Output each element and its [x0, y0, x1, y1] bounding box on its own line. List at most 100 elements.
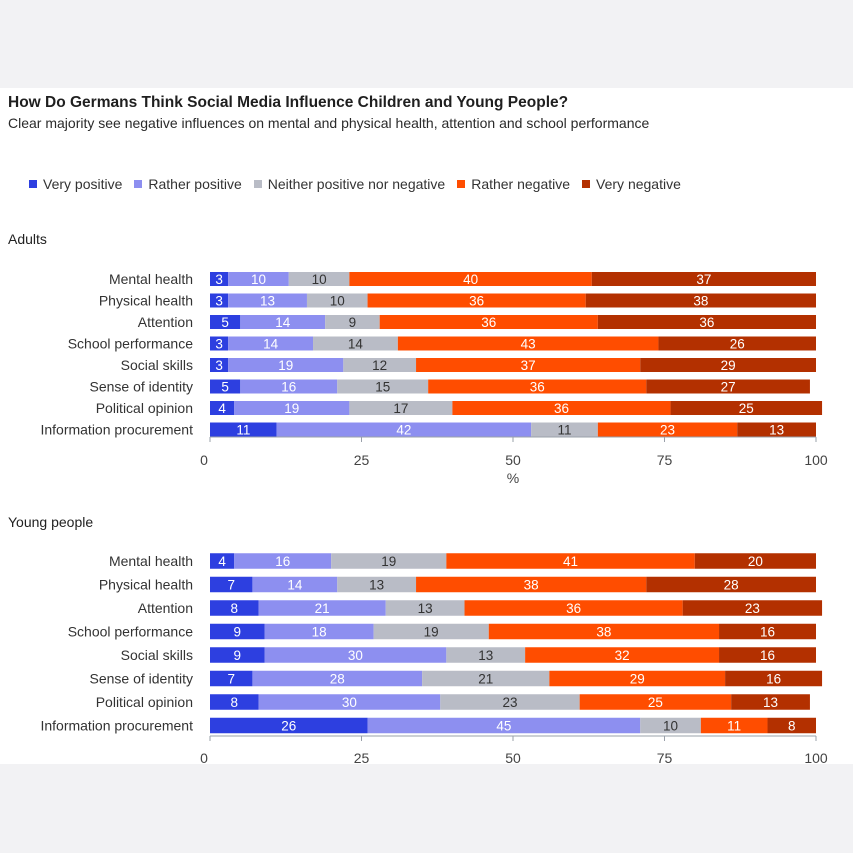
data-label-rather-negative: 29 — [630, 672, 645, 687]
data-label-very-negative: 26 — [730, 337, 745, 352]
data-label-very-positive: 7 — [227, 578, 235, 593]
bar-segment-neither — [446, 647, 526, 663]
bar-segment-very-negative — [737, 422, 816, 437]
bar-segment-very-negative — [658, 336, 816, 351]
bar-segment-neither — [288, 272, 350, 286]
bar-segment-neither — [306, 293, 368, 308]
x-tick-label: 25 — [354, 452, 370, 468]
bar-segment-rather-positive — [228, 293, 307, 308]
category-label: Information procurement — [40, 422, 193, 438]
data-label-very-positive: 4 — [218, 401, 226, 416]
data-label-rather-positive: 16 — [281, 380, 296, 395]
legend: Very positive Rather positive Neither po… — [29, 176, 681, 192]
x-tick-label: 0 — [200, 750, 208, 764]
category-label: Attention — [138, 314, 193, 330]
bar-segment-very-positive — [210, 293, 229, 308]
data-label-neither: 21 — [478, 672, 493, 687]
bar-segment-very-positive — [210, 553, 235, 569]
bar-segment-rather-positive — [240, 315, 326, 329]
bar-segment-rather-negative — [579, 694, 732, 710]
data-label-rather-negative: 11 — [727, 719, 741, 734]
bar-segment-rather-negative — [464, 600, 683, 616]
data-label-rather-positive: 10 — [251, 272, 266, 287]
legend-item-rather-positive: Rather positive — [134, 176, 242, 192]
category-label: Sense of identity — [89, 671, 193, 687]
bar-segment-very-negative — [694, 553, 816, 569]
data-label-very-negative: 20 — [748, 554, 763, 569]
data-label-very-positive: 26 — [281, 719, 296, 734]
panel-title-adults: Adults — [8, 231, 47, 247]
data-label-very-positive: 5 — [221, 315, 229, 330]
bar-segment-rather-positive — [234, 553, 332, 569]
data-label-neither: 17 — [393, 401, 408, 416]
bar-segment-very-negative — [719, 647, 816, 663]
bar-segment-rather-positive — [252, 576, 338, 593]
data-label-rather-negative: 37 — [521, 358, 536, 373]
bar-segment-very-positive — [210, 315, 241, 329]
legend-label-very-positive: Very positive — [43, 176, 123, 192]
data-label-neither: 13 — [478, 648, 493, 663]
bar-segment-very-negative — [597, 315, 816, 329]
legend-label-very-negative: Very negative — [596, 176, 681, 192]
data-label-rather-negative: 23 — [660, 423, 675, 438]
bar-segment-very-positive — [210, 576, 253, 593]
data-label-very-positive: 4 — [218, 554, 226, 569]
legend-item-very-positive: Very positive — [29, 176, 122, 192]
data-label-very-negative: 13 — [769, 423, 784, 438]
bar-segment-rather-positive — [234, 401, 350, 415]
bar-segment-rather-positive — [258, 694, 441, 710]
data-label-rather-positive: 19 — [284, 401, 299, 416]
data-label-neither: 9 — [349, 315, 357, 330]
data-label-very-negative: 28 — [724, 578, 739, 593]
data-label-rather-negative: 36 — [530, 380, 545, 395]
data-label-rather-positive: 30 — [348, 648, 363, 663]
data-label-very-positive: 11 — [236, 423, 250, 438]
data-label-rather-positive: 30 — [342, 695, 357, 710]
data-label-rather-negative: 36 — [481, 315, 496, 330]
data-label-neither: 10 — [312, 272, 327, 287]
legend-swatch-very-positive — [29, 180, 37, 188]
data-label-rather-negative: 32 — [615, 648, 630, 663]
bar-segment-very-negative — [585, 293, 816, 308]
data-label-rather-negative: 25 — [648, 695, 663, 710]
data-label-rather-negative: 36 — [566, 601, 581, 616]
bar-segment-neither — [331, 553, 447, 569]
bar-segment-neither — [313, 336, 398, 351]
data-label-rather-negative: 38 — [596, 625, 611, 640]
data-label-very-negative: 27 — [721, 380, 736, 395]
category-label: Political opinion — [96, 694, 193, 710]
bar-segment-very-positive — [210, 670, 253, 687]
bar-segment-neither — [337, 576, 417, 593]
bar-segment-rather-negative — [416, 358, 641, 372]
legend-swatch-neither — [253, 180, 262, 188]
data-label-very-positive: 7 — [227, 672, 235, 687]
bar-segment-neither — [422, 670, 550, 687]
chart-title: How Do Germans Think Social Media Influe… — [8, 94, 569, 111]
data-label-neither: 19 — [424, 625, 439, 640]
category-label: Physical health — [99, 293, 193, 309]
category-label: Physical health — [99, 577, 193, 593]
bar-segment-very-positive — [210, 272, 229, 286]
bar-segment-rather-negative — [452, 401, 671, 415]
bar-segment-very-positive — [210, 623, 265, 640]
data-label-rather-negative: 36 — [469, 294, 484, 309]
data-label-very-positive: 8 — [230, 601, 238, 616]
bar-segment-rather-negative — [397, 336, 659, 351]
x-axis-label: % — [507, 470, 519, 486]
bar-segment-neither — [373, 623, 489, 640]
data-label-neither: 15 — [375, 380, 390, 395]
bar-segment-rather-negative — [379, 315, 598, 329]
data-label-rather-positive: 14 — [287, 578, 303, 593]
bar-segment-neither — [349, 401, 453, 415]
legend-item-very-negative: Very negative — [582, 176, 681, 192]
bar-segment-neither — [343, 358, 417, 372]
x-tick-label: 75 — [657, 750, 673, 764]
bar-segment-very-positive — [210, 422, 277, 437]
data-label-rather-negative: 38 — [524, 578, 539, 593]
data-label-very-negative: 16 — [760, 625, 775, 640]
data-label-neither: 11 — [558, 423, 572, 438]
bar-segment-rather-negative — [446, 553, 695, 569]
bar-segment-neither — [325, 315, 380, 329]
bar-segment-very-positive — [210, 647, 265, 663]
bar-segment-rather-positive — [276, 422, 532, 437]
